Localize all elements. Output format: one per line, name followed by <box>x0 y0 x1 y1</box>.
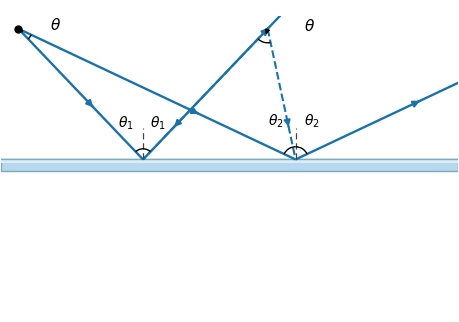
Bar <box>1 159 458 163</box>
Text: $\theta_1$: $\theta_1$ <box>151 115 166 132</box>
Text: $\theta$: $\theta$ <box>50 17 61 33</box>
Text: $\theta_2$: $\theta_2$ <box>304 113 320 130</box>
Bar <box>1 159 458 171</box>
Text: $\theta_2$: $\theta_2$ <box>269 113 284 130</box>
Text: $\theta_1$: $\theta_1$ <box>118 115 134 132</box>
Text: $\theta$: $\theta$ <box>304 18 315 34</box>
